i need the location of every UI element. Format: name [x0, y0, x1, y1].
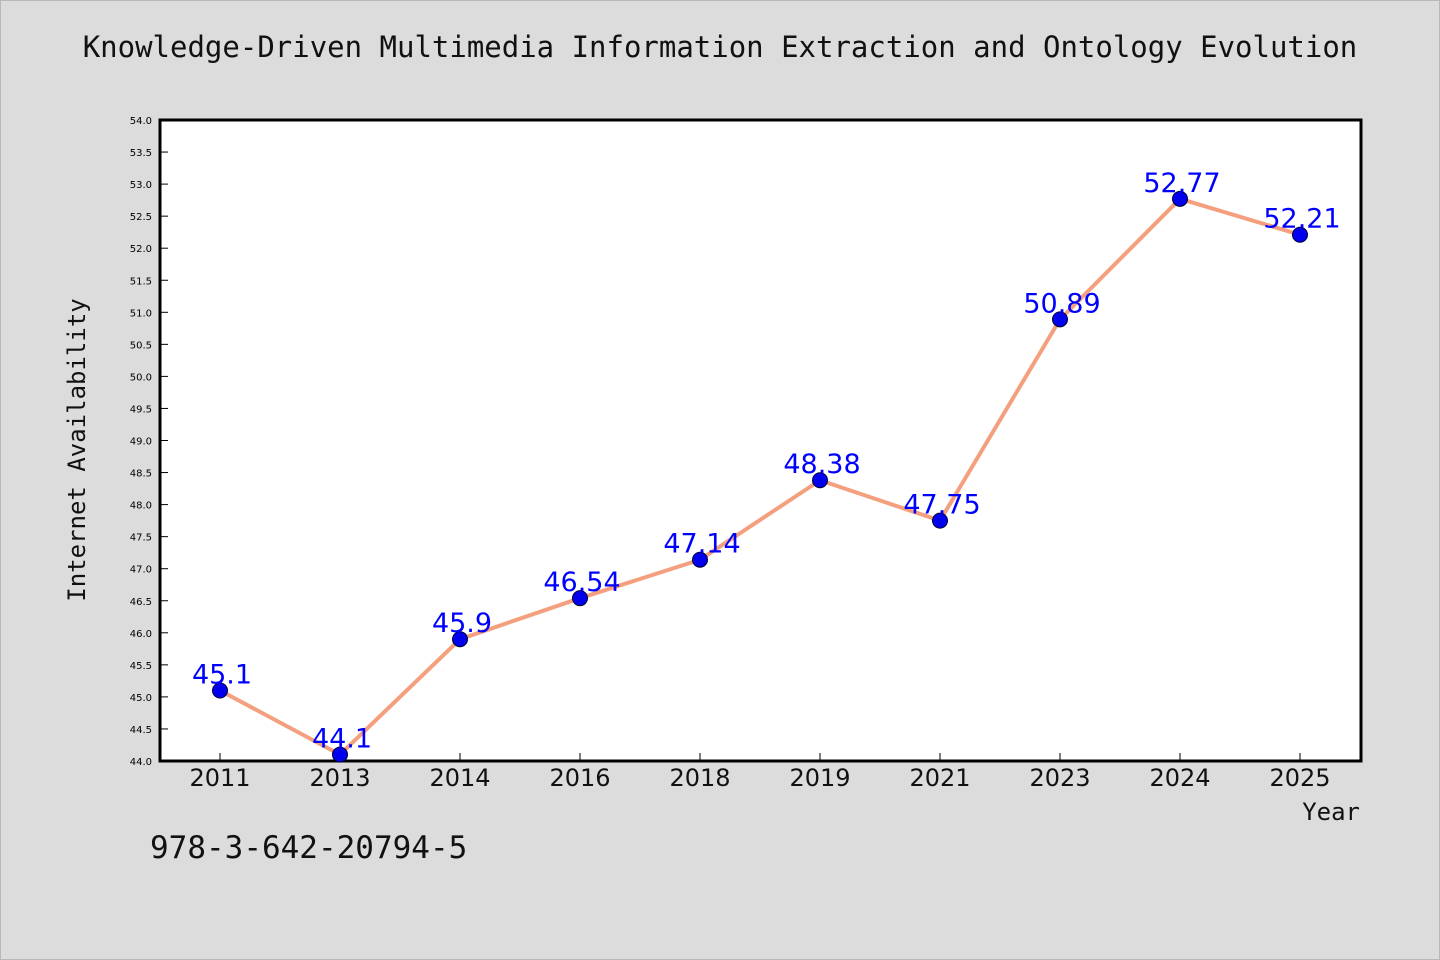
y-tick-label: 49.0	[130, 437, 152, 448]
chart-title: Knowledge-Driven Multimedia Information …	[82, 30, 1358, 64]
data-point	[1172, 190, 1188, 207]
y-tick-label: 44.5	[130, 725, 152, 736]
x-tick-label: 2014	[429, 764, 490, 792]
data-label: 47.14	[663, 529, 740, 560]
y-tick-label: 51.5	[130, 276, 152, 287]
data-label: 48.38	[783, 449, 860, 480]
data-label: 45.1	[192, 659, 252, 690]
y-tick-label: 46.5	[130, 597, 152, 608]
x-tick-label: 2019	[789, 764, 850, 792]
y-tick-label: 52.0	[130, 244, 152, 255]
plot-area	[158, 118, 1363, 763]
x-tick-label: 2021	[909, 764, 970, 792]
data-point	[932, 512, 948, 529]
series-line	[219, 196, 1301, 757]
data-label: 45.9	[432, 608, 492, 639]
y-tick-label: 49.5	[130, 404, 152, 415]
data-label: 46.54	[543, 567, 620, 598]
y-tick-label: 45.0	[130, 693, 152, 704]
y-tick-label: 47.5	[130, 533, 152, 544]
x-tick-label: 2018	[669, 764, 730, 792]
data-point	[572, 590, 588, 607]
y-tick-label: 45.5	[130, 661, 152, 672]
data-point	[212, 682, 228, 699]
data-point	[812, 472, 828, 489]
data-point	[692, 551, 708, 568]
x-axis-label: Year	[1302, 798, 1360, 826]
y-axis-label: Internet Availability	[63, 298, 91, 601]
data-point	[1052, 311, 1068, 328]
x-tick-label: 2024	[1149, 764, 1210, 792]
data-point	[452, 631, 468, 648]
x-tick-label: 2025	[1269, 764, 1330, 792]
y-tick-label: 48.5	[130, 469, 152, 480]
y-tick-label: 50.0	[130, 372, 152, 383]
x-tick-label: 2016	[549, 764, 610, 792]
y-tick-label: 52.5	[130, 212, 152, 223]
y-tick-label: 53.0	[130, 180, 152, 191]
y-tick-label: 53.5	[130, 148, 152, 159]
data-label: 52.77	[1143, 168, 1220, 199]
data-label: 44.1	[312, 724, 372, 755]
y-tick-label: 50.5	[130, 340, 152, 351]
y-tick-label: 54.0	[130, 116, 152, 127]
x-tick-label: 2023	[1029, 764, 1090, 792]
x-tick-label: 2011	[189, 764, 250, 792]
y-tick-label: 44.0	[130, 757, 152, 768]
y-tick-label: 46.0	[130, 629, 152, 640]
isbn-label: 978-3-642-20794-5	[150, 830, 468, 866]
data-label: 52.21	[1263, 204, 1340, 235]
y-tick-label: 47.0	[130, 565, 152, 576]
data-label: 47.75	[903, 490, 980, 521]
x-tick-label: 2013	[309, 764, 370, 792]
data-point	[332, 746, 348, 763]
y-tick-label: 51.0	[130, 308, 152, 319]
data-label: 50.89	[1023, 288, 1100, 319]
y-tick-label: 48.0	[130, 501, 152, 512]
data-point	[1292, 226, 1308, 243]
